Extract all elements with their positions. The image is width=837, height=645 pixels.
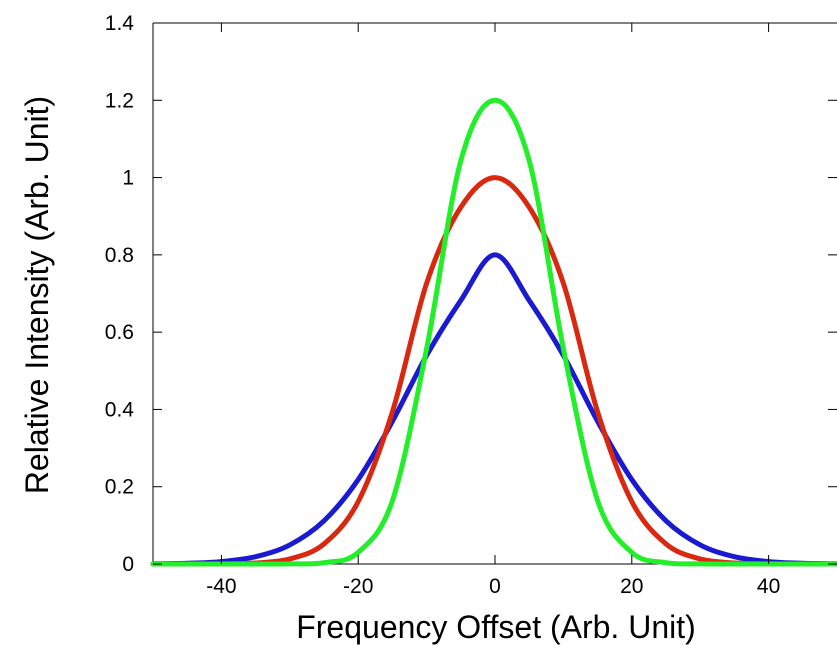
- series-line-1: [150, 252, 837, 567]
- tick-layer: 0 0.2 0.4 0.6 0.8 1 1.2 1.4 -40 -20 0 20 40: [105, 12, 837, 598]
- y-tick-label: 0.2: [105, 476, 134, 499]
- y-tick-label: 1.4: [105, 12, 135, 35]
- series-layer: [150, 97, 837, 567]
- series-line-3: [150, 97, 837, 567]
- y-tick-label: 0.6: [105, 321, 134, 344]
- x-tick-label: 40: [757, 575, 780, 598]
- y-tick-label: 0: [122, 553, 134, 576]
- y-tick-label: 1.2: [105, 89, 134, 112]
- x-axis-title: Frequency Offset (Arb. Unit): [296, 609, 696, 645]
- y-tick-label: 0.8: [105, 244, 134, 267]
- x-tick-label: 20: [620, 575, 643, 598]
- series-line-2: [150, 175, 837, 567]
- y-tick-label: 0.4: [105, 398, 135, 421]
- x-tick-label: 0: [489, 575, 501, 598]
- x-tick-label: -40: [206, 575, 236, 598]
- y-axis-title: Relative Intensity (Arb. Unit): [19, 96, 55, 494]
- x-tick-label: -20: [343, 575, 373, 598]
- y-tick-label: 1: [122, 167, 134, 190]
- plot-frame: [152, 22, 837, 565]
